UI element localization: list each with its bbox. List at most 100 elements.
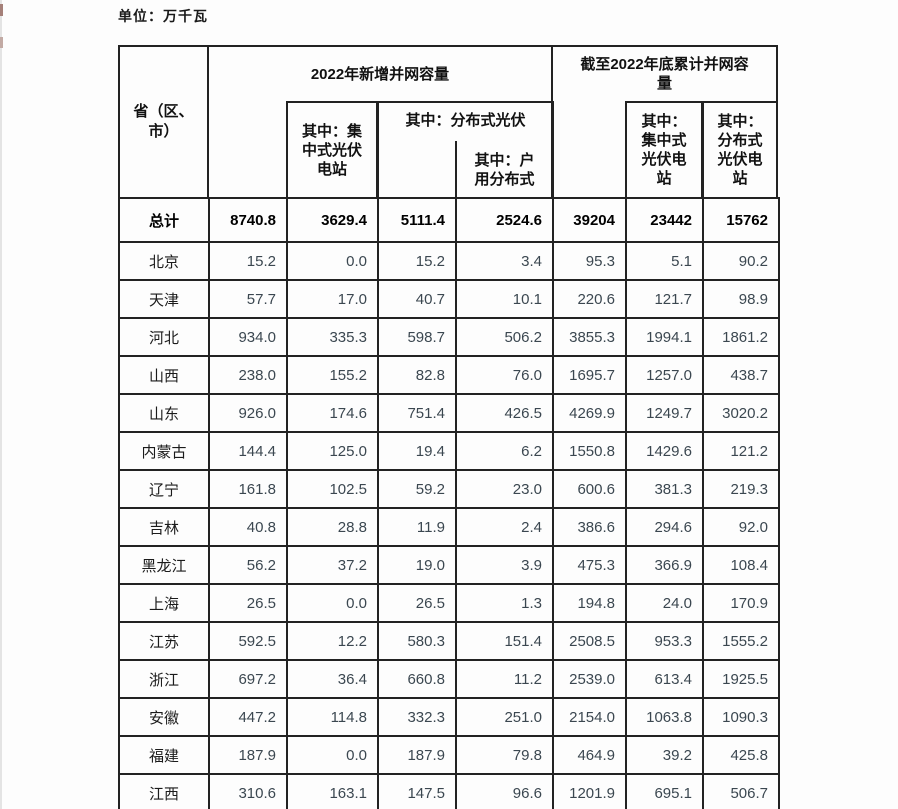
scan-edge-mark bbox=[0, 4, 3, 16]
value-cell: 598.7 bbox=[377, 317, 457, 357]
value-cell: 219.3 bbox=[702, 469, 780, 509]
value-cell: 934.0 bbox=[208, 317, 288, 357]
capacity-table: 总计 8740.8 3629.4 5111.4 2524.6 39204 23442 1576… bbox=[118, 197, 780, 809]
value-cell: 1429.6 bbox=[625, 431, 704, 471]
value-cell: 613.4 bbox=[625, 659, 704, 699]
value-cell: 8740.8 bbox=[208, 197, 288, 243]
table-row: 吉林 40.8 28.8 11.9 2.4 386.6 294.6 92.0 bbox=[118, 507, 780, 547]
province-cell: 吉林 bbox=[118, 507, 210, 547]
value-cell: 11.2 bbox=[455, 659, 554, 699]
table-row: 河北 934.0 335.3 598.7 506.2 3855.3 1994.1 1861.2 bbox=[118, 317, 780, 357]
value-cell: 40.7 bbox=[377, 279, 457, 319]
value-cell: 1063.8 bbox=[625, 697, 704, 737]
value-cell: 3.9 bbox=[455, 545, 554, 585]
value-cell: 366.9 bbox=[625, 545, 704, 585]
value-cell: 580.3 bbox=[377, 621, 457, 661]
value-cell: 1.3 bbox=[455, 583, 554, 623]
value-cell: 592.5 bbox=[208, 621, 288, 661]
value-cell: 26.5 bbox=[377, 583, 457, 623]
value-cell: 5111.4 bbox=[377, 197, 457, 243]
value-cell: 15.2 bbox=[208, 241, 288, 281]
subheader-cumulative-distributed: 其中： 分布式 光伏电 站 bbox=[702, 101, 776, 197]
subheader-new-centralized: 其中：集 中式光伏 电站 bbox=[286, 101, 378, 197]
value-cell: 174.6 bbox=[286, 393, 379, 433]
value-cell: 161.8 bbox=[208, 469, 288, 509]
value-cell: 187.9 bbox=[377, 735, 457, 775]
value-cell: 194.8 bbox=[552, 583, 627, 623]
value-cell: 39.2 bbox=[625, 735, 704, 775]
value-cell: 114.8 bbox=[286, 697, 379, 737]
value-cell: 90.2 bbox=[702, 241, 780, 281]
table-row: 江苏 592.5 12.2 580.3 151.4 2508.5 953.3 1555.2 bbox=[118, 621, 780, 661]
value-cell: 926.0 bbox=[208, 393, 288, 433]
value-cell: 11.9 bbox=[377, 507, 457, 547]
value-cell: 0.0 bbox=[286, 583, 379, 623]
table-row: 浙江 697.2 36.4 660.8 11.2 2539.0 613.4 1925.5 bbox=[118, 659, 780, 699]
value-cell: 953.3 bbox=[625, 621, 704, 661]
value-cell: 4269.9 bbox=[552, 393, 627, 433]
province-cell: 总计 bbox=[118, 197, 210, 243]
value-cell: 151.4 bbox=[455, 621, 554, 661]
value-cell: 425.8 bbox=[702, 735, 780, 775]
table-row: 黑龙江 56.2 37.2 19.0 3.9 475.3 366.9 108.4 bbox=[118, 545, 780, 585]
value-cell: 310.6 bbox=[208, 773, 288, 809]
scan-edge-artifact bbox=[0, 0, 2, 809]
value-cell: 506.2 bbox=[455, 317, 554, 357]
subheader-new-distributed: 其中：分布式光伏 bbox=[405, 112, 526, 129]
total-row: 总计 8740.8 3629.4 5111.4 2524.6 39204 23442 1576… bbox=[118, 197, 780, 243]
province-cell: 安徽 bbox=[118, 697, 210, 737]
table-row: 上海 26.5 0.0 26.5 1.3 194.8 24.0 170.9 bbox=[118, 583, 780, 623]
value-cell: 17.0 bbox=[286, 279, 379, 319]
province-cell: 河北 bbox=[118, 317, 210, 357]
value-cell: 1090.3 bbox=[702, 697, 780, 737]
value-cell: 82.8 bbox=[377, 355, 457, 395]
value-cell: 102.5 bbox=[286, 469, 379, 509]
table-row: 山西 238.0 155.2 82.8 76.0 1695.7 1257.0 438.7 bbox=[118, 355, 780, 395]
province-cell: 上海 bbox=[118, 583, 210, 623]
column-header-province: 省（区、 市） bbox=[133, 103, 194, 140]
value-cell: 1257.0 bbox=[625, 355, 704, 395]
value-cell: 121.7 bbox=[625, 279, 704, 319]
value-cell: 40.8 bbox=[208, 507, 288, 547]
value-cell: 294.6 bbox=[625, 507, 704, 547]
province-cell: 黑龙江 bbox=[118, 545, 210, 585]
value-cell: 59.2 bbox=[377, 469, 457, 509]
value-cell: 1249.7 bbox=[625, 393, 704, 433]
value-cell: 2524.6 bbox=[455, 197, 554, 243]
table-row: 江西 310.6 163.1 147.5 96.6 1201.9 695.1 506.7 bbox=[118, 773, 780, 809]
table-row: 北京 15.2 0.0 15.2 3.4 95.3 5.1 90.2 bbox=[118, 241, 780, 281]
value-cell: 1994.1 bbox=[625, 317, 704, 357]
value-cell: 600.6 bbox=[552, 469, 627, 509]
value-cell: 187.9 bbox=[208, 735, 288, 775]
value-cell: 660.8 bbox=[377, 659, 457, 699]
subheader-new-distributed-group: 其中：分布式光伏 其中：户 用分布式 bbox=[377, 101, 554, 197]
table-body: 总计 8740.8 3629.4 5111.4 2524.6 39204 23442 1576… bbox=[118, 197, 780, 809]
value-cell: 10.1 bbox=[455, 279, 554, 319]
value-cell: 79.8 bbox=[455, 735, 554, 775]
value-cell: 15.2 bbox=[377, 241, 457, 281]
value-cell: 28.8 bbox=[286, 507, 379, 547]
value-cell: 3.4 bbox=[455, 241, 554, 281]
value-cell: 125.0 bbox=[286, 431, 379, 471]
value-cell: 147.5 bbox=[377, 773, 457, 809]
value-cell: 155.2 bbox=[286, 355, 379, 395]
value-cell: 19.0 bbox=[377, 545, 457, 585]
table-row: 福建 187.9 0.0 187.9 79.8 464.9 39.2 425.8 bbox=[118, 735, 780, 775]
value-cell: 695.1 bbox=[625, 773, 704, 809]
value-cell: 26.5 bbox=[208, 583, 288, 623]
value-cell: 6.2 bbox=[455, 431, 554, 471]
value-cell: 1925.5 bbox=[702, 659, 780, 699]
value-cell: 697.2 bbox=[208, 659, 288, 699]
subheader-cumulative-centralized: 其中： 集中式 光伏电 站 bbox=[625, 101, 703, 197]
value-cell: 386.6 bbox=[552, 507, 627, 547]
scan-edge-mark bbox=[0, 37, 3, 48]
value-cell: 251.0 bbox=[455, 697, 554, 737]
province-cell: 内蒙古 bbox=[118, 431, 210, 471]
value-cell: 5.1 bbox=[625, 241, 704, 281]
value-cell: 2154.0 bbox=[552, 697, 627, 737]
value-cell: 335.3 bbox=[286, 317, 379, 357]
value-cell: 475.3 bbox=[552, 545, 627, 585]
value-cell: 36.4 bbox=[286, 659, 379, 699]
value-cell: 2539.0 bbox=[552, 659, 627, 699]
